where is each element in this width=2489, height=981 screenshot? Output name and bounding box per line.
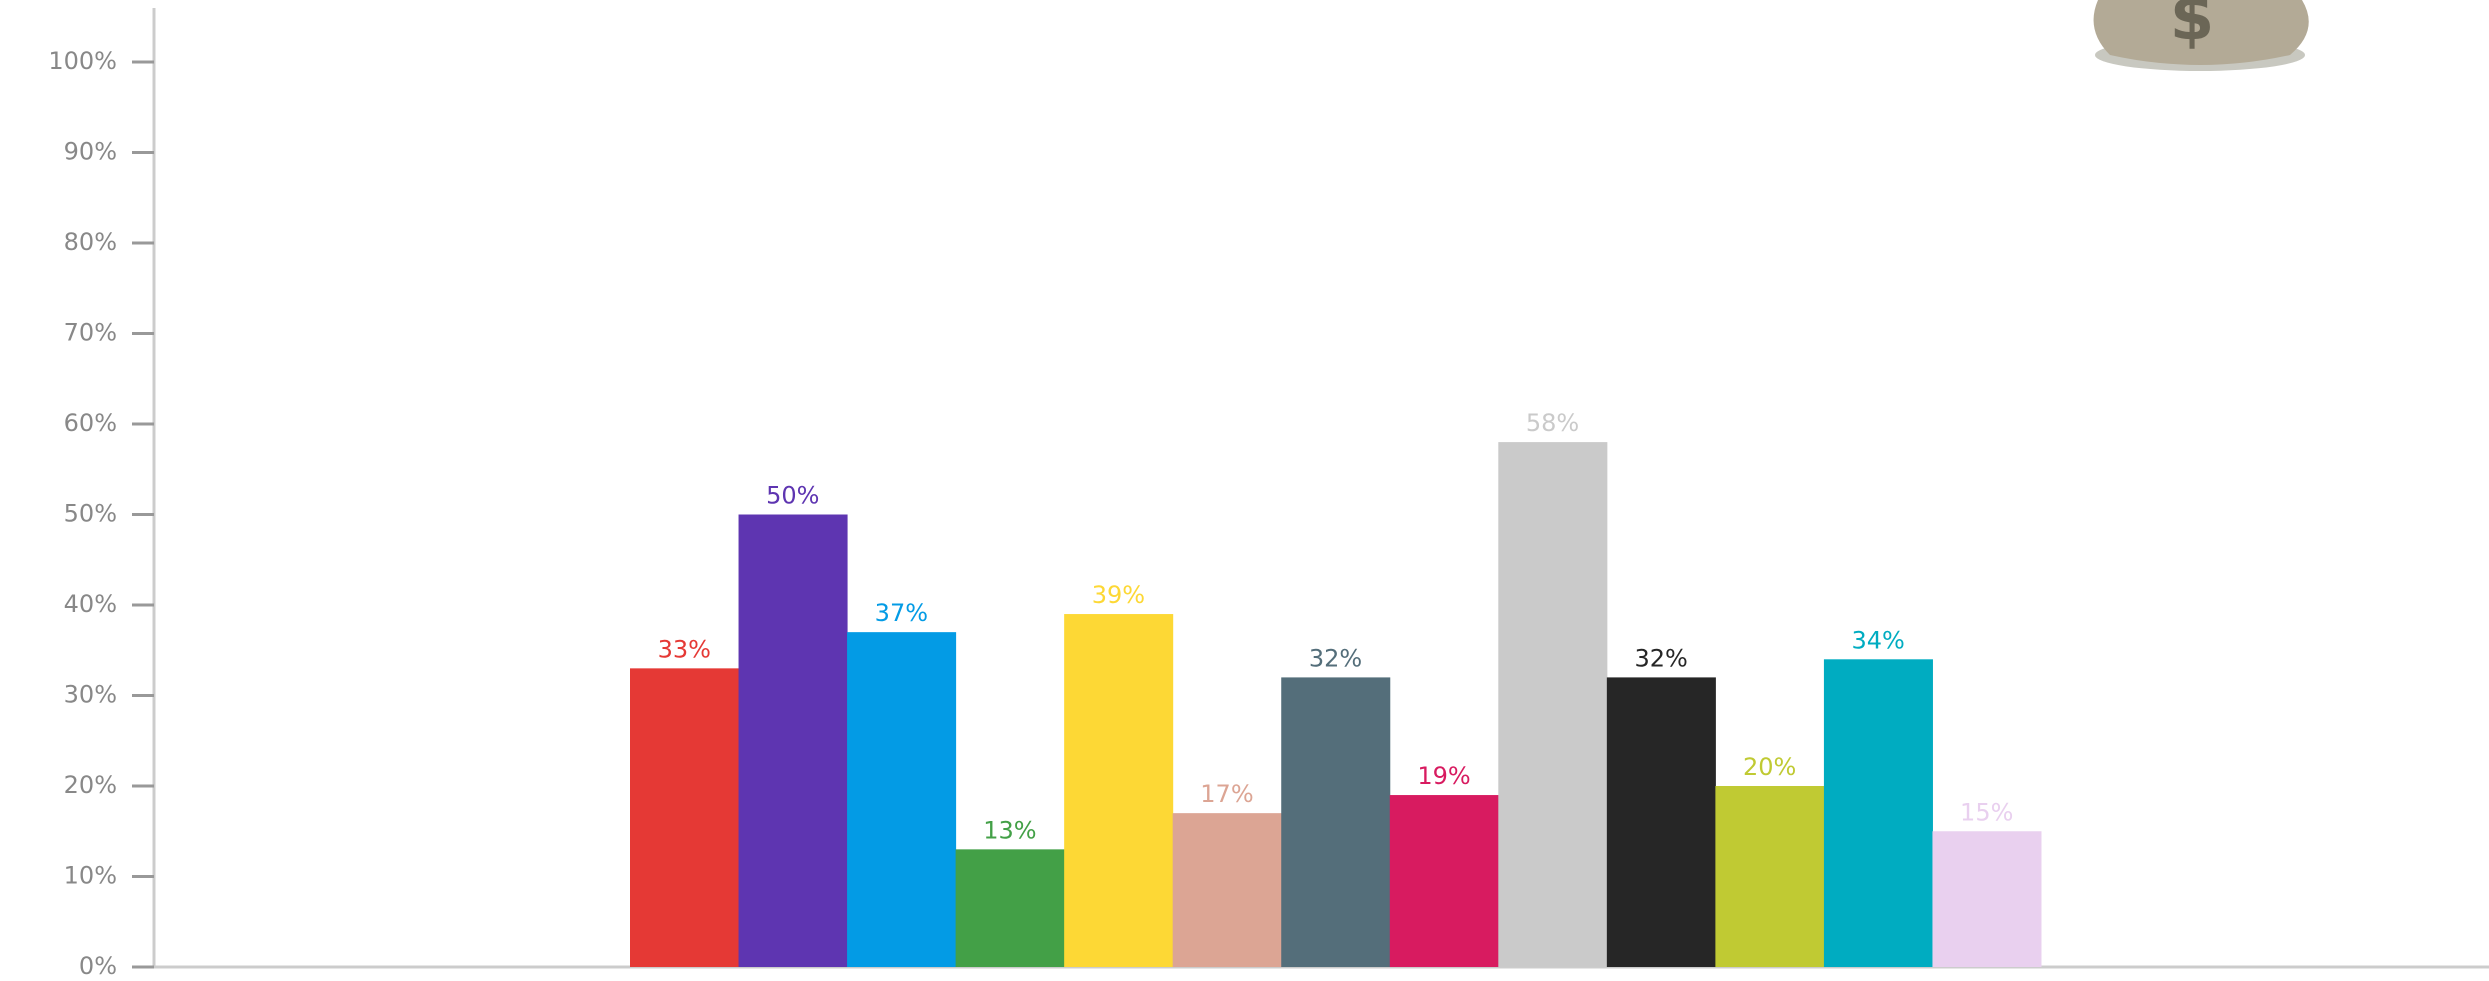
data-label: 32% [1634, 644, 1687, 672]
y-tick-label: 80% [64, 228, 117, 256]
bar [1281, 677, 1391, 967]
bar [1172, 813, 1282, 967]
data-label: 34% [1852, 626, 1905, 654]
bar [738, 514, 848, 967]
svg-text:$: $ [2170, 0, 2215, 56]
data-label: 33% [658, 635, 711, 663]
y-tick-label: 50% [64, 500, 117, 528]
data-label: 13% [983, 816, 1036, 844]
bar [1715, 786, 1825, 967]
y-tick-label: 90% [64, 138, 117, 166]
money-bag-icon: $ [2093, 0, 2309, 71]
y-tick-label: 70% [64, 319, 117, 347]
bar [1606, 677, 1716, 967]
bar [630, 668, 740, 967]
y-tick-label: 100% [48, 47, 117, 75]
bar [1498, 442, 1608, 968]
bar [1823, 659, 1933, 967]
data-label: 50% [766, 482, 819, 510]
y-tick-label: 60% [64, 409, 117, 437]
y-tick-label: 10% [64, 862, 117, 890]
data-label: 15% [1960, 798, 2013, 826]
y-tick-label: 30% [64, 681, 117, 709]
bar [955, 849, 1065, 967]
data-label: 19% [1417, 762, 1470, 790]
bar [1064, 614, 1174, 967]
y-tick-label: 40% [64, 590, 117, 618]
bar [1932, 831, 2042, 967]
bar [847, 632, 957, 967]
data-label: 20% [1743, 753, 1796, 781]
y-tick-label: 20% [64, 771, 117, 799]
y-tick-label: 0% [79, 952, 117, 980]
bar [1389, 795, 1499, 967]
data-label: 32% [1309, 644, 1362, 672]
data-label: 58% [1526, 409, 1579, 437]
data-label: 17% [1200, 780, 1253, 808]
data-label: 37% [875, 599, 928, 627]
data-label: 39% [1092, 581, 1145, 609]
